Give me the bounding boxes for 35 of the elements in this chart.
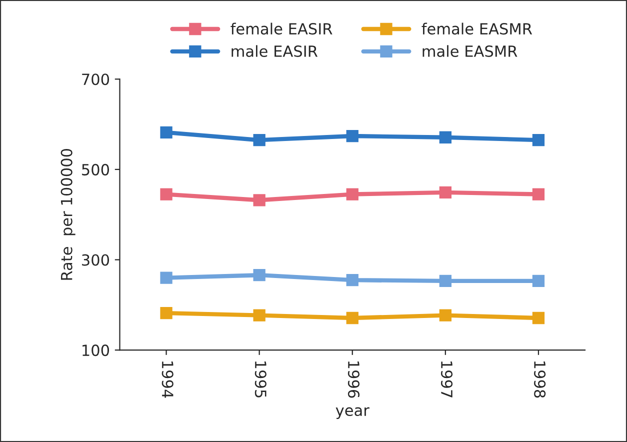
- point: [439, 186, 452, 199]
- point: [160, 272, 172, 284]
- point: [532, 312, 545, 324]
- y-tick-label: 300: [82, 254, 110, 266]
- x-tick-label: 1996: [348, 361, 360, 398]
- x-tick-label: 1995: [254, 361, 266, 398]
- y-axis-title: Rate per 100000: [60, 148, 76, 280]
- legend-label: female EASMR: [422, 22, 532, 35]
- point: [160, 188, 172, 200]
- point: [439, 131, 452, 144]
- point: [439, 309, 452, 322]
- x-axis-title: year: [336, 407, 370, 420]
- point: [346, 130, 358, 142]
- point: [160, 306, 172, 320]
- legend-label: female EASIR: [230, 22, 332, 35]
- point: [346, 188, 358, 200]
- x-tick-label: 1994: [162, 361, 174, 398]
- x-tick-label: 1998: [534, 361, 546, 398]
- point: [532, 274, 545, 288]
- point: [346, 274, 358, 286]
- x-tick-label: 1997: [440, 361, 453, 398]
- y-tick-label: 500: [82, 164, 110, 176]
- legend-label: male EASIR: [232, 45, 318, 57]
- point: [253, 194, 266, 206]
- point: [439, 274, 452, 288]
- point: [253, 269, 266, 282]
- point: [253, 309, 266, 322]
- point: [346, 312, 358, 324]
- legend-label: male EASMR: [422, 45, 518, 57]
- point: [532, 134, 545, 146]
- point: [253, 134, 266, 146]
- y-tick-label: 100: [82, 344, 110, 356]
- y-tick-label: 700: [82, 74, 110, 86]
- point: [532, 188, 545, 200]
- point: [160, 126, 172, 138]
